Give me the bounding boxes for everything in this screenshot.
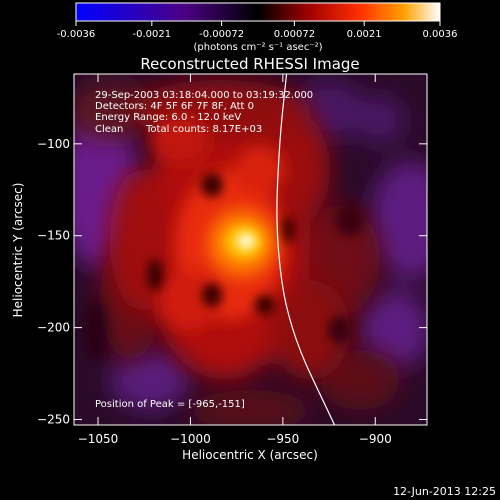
colorbar-tick-label: 0.00072 [274,29,315,40]
chart-title: Reconstructed RHESSI Image [140,55,359,73]
x-tick-label: −950 [266,432,299,446]
peak-position-label: Position of Peak = [-965,-151] [95,399,245,410]
y-tick-label: −100 [37,137,70,151]
x-tick-label: −900 [359,432,392,446]
y-tick-label: −250 [37,412,70,426]
y-axis-ticks: −100 −150 −200 −250 [37,137,427,426]
colorbar-tick-label: -0.0021 [133,29,172,40]
info-energy: Energy Range: 6.0 - 12.0 keV [95,112,241,123]
colorbar-tick-label: -0.00072 [199,29,244,40]
info-algorithm: Clean [95,124,123,135]
colorbar-tick-label: 0.0021 [347,29,382,40]
info-time-range: 29-Sep-2003 03:18:04.000 to 03:19:32.000 [95,90,313,101]
heatmap [74,74,427,425]
plot-frame [73,73,428,426]
x-tick-label: −1000 [170,432,211,446]
y-axis-label: Heliocentric Y (arcsec) [11,183,25,318]
solar-limb-curve [276,74,336,425]
colorbar-tick-label: -0.0036 [57,29,96,40]
x-axis-ticks: −1050 −1000 −950 −900 [78,74,392,446]
info-counts: Total counts: 8.17E+03 [145,124,262,135]
colorbar-tick-label: 0.0036 [423,29,458,40]
y-tick-label: −200 [37,321,70,335]
info-detectors: Detectors: 4F 5F 6F 7F 8F, Att 0 [95,101,254,112]
footer-date: 12-Jun-2013 12:25 [393,485,496,498]
x-axis-label: Heliocentric X (arcsec) [182,448,318,462]
colorbar [75,2,441,22]
colorbar-ticks: -0.0036 -0.0021 -0.00072 0.00072 0.0021 0.003… [57,21,458,40]
colorbar-unit: (photons cm⁻² s⁻¹ asec⁻²) [193,42,322,53]
x-tick-label: −1050 [78,432,119,446]
y-tick-label: −150 [37,229,70,243]
